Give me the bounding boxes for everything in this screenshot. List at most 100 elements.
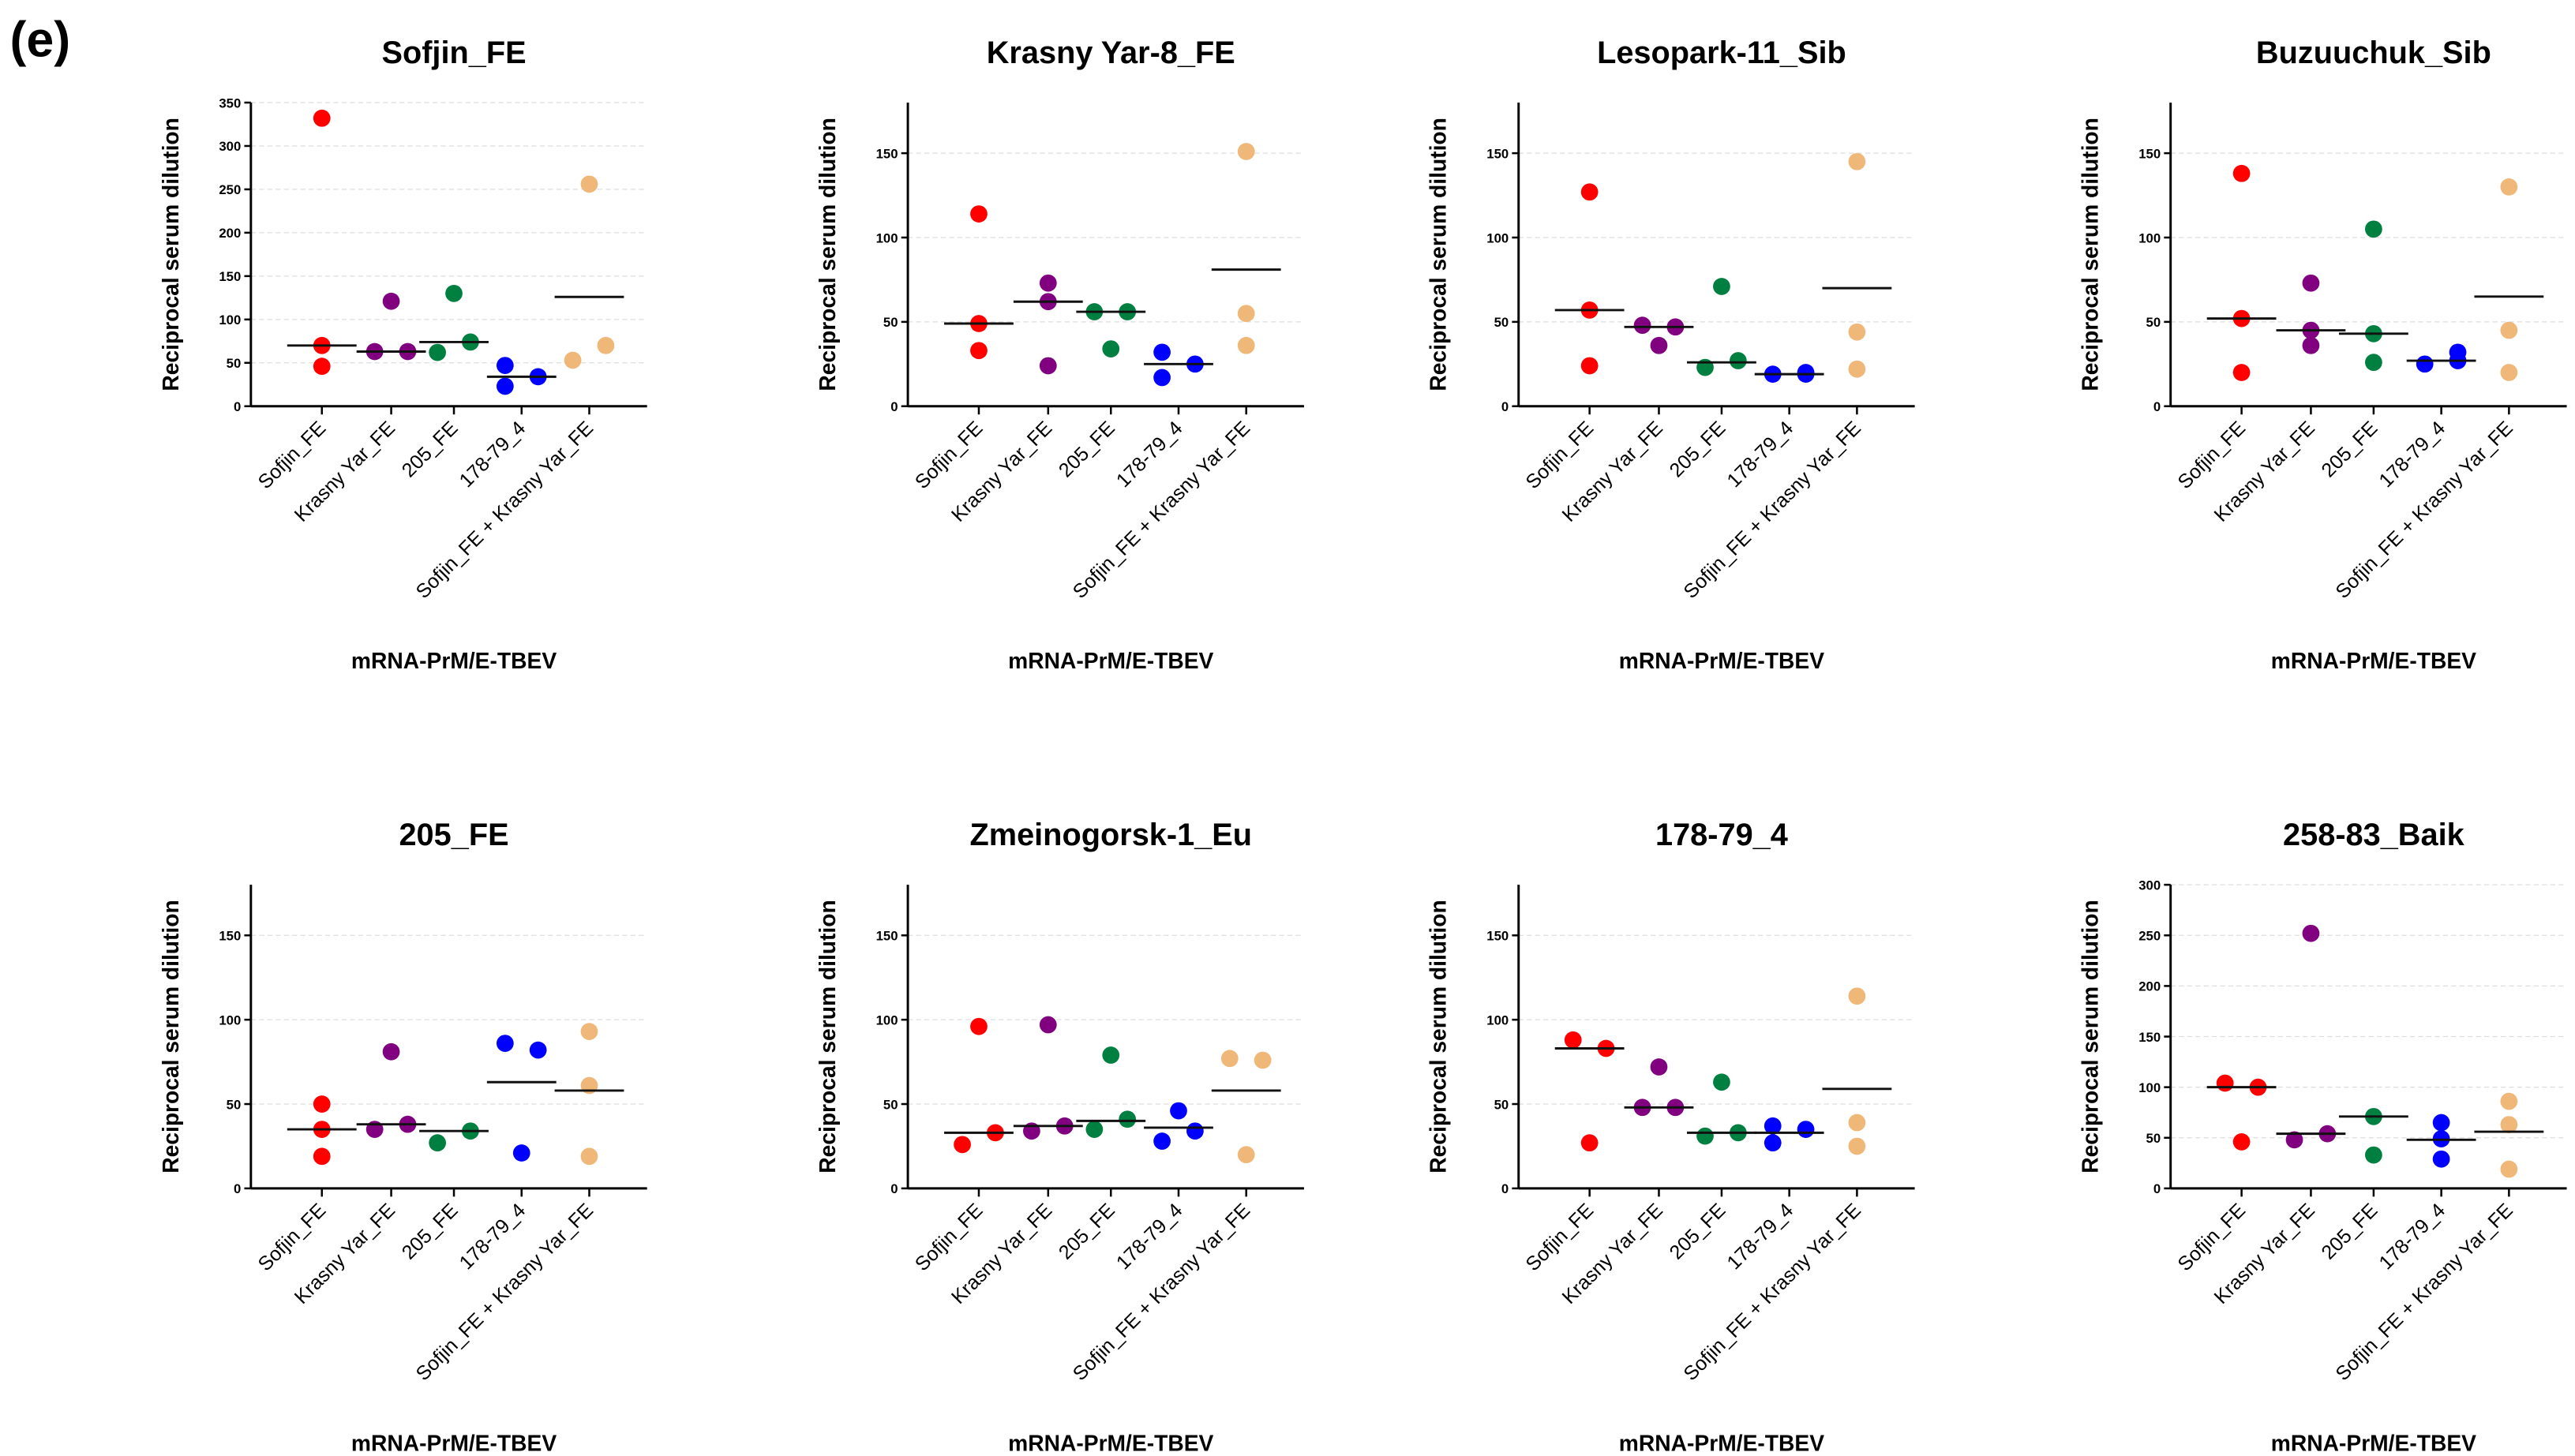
data-point <box>1580 357 1599 375</box>
data-point <box>445 284 463 302</box>
chart-title: Zmeinogorsk-1_Eu <box>969 818 1252 852</box>
y-tick-label: 250 <box>219 182 241 197</box>
data-point <box>1039 1016 1057 1034</box>
y-tick-label: 150 <box>2138 1030 2161 1045</box>
chart-title: Buzuuchuk_Sib <box>2256 36 2491 70</box>
y-tick-label: 0 <box>1501 1181 1509 1196</box>
panel-label: (e) <box>10 12 71 67</box>
y-tick-label: 50 <box>883 315 898 330</box>
x-tick-label: 205_FE <box>1055 417 1119 481</box>
data-point <box>580 1147 598 1166</box>
data-point <box>580 175 598 193</box>
data-point <box>1254 1051 1272 1069</box>
y-axis-label: Reciprocal serum dilution <box>815 900 840 1173</box>
data-point <box>2232 1133 2251 1151</box>
data-point <box>313 109 331 127</box>
data-point <box>1650 336 1668 354</box>
data-point <box>564 351 582 369</box>
data-point <box>1848 152 1866 170</box>
x-axis-label: mRNA-PrM/E-TBEV <box>1008 648 1213 673</box>
x-tick-label: 205_FE <box>1666 417 1730 481</box>
data-point <box>1848 1137 1866 1155</box>
data-point <box>1848 360 1866 378</box>
chart-panel: 178-79_4 Reciprocal serum dilution mRNA-Pr… <box>1426 818 1915 1455</box>
y-axis-label: Reciprocal serum dilution <box>158 118 183 391</box>
y-tick-label: 150 <box>2138 146 2161 161</box>
x-axis-label: mRNA-PrM/E-TBEV <box>1619 648 1824 673</box>
data-point <box>2285 1131 2303 1149</box>
data-point <box>2500 364 2518 381</box>
data-point <box>1848 1114 1866 1132</box>
data-point <box>1696 1127 1714 1145</box>
x-axis-label: mRNA-PrM/E-TBEV <box>1008 1430 1213 1455</box>
y-tick-label: 50 <box>883 1097 898 1112</box>
chart-title: Sofjin_FE <box>381 36 526 70</box>
data-point <box>429 343 446 361</box>
y-tick-label: 0 <box>234 399 241 414</box>
data-point <box>1186 1122 1204 1140</box>
x-axis-label: mRNA-PrM/E-TBEV <box>2271 648 2476 673</box>
data-point <box>2500 178 2518 196</box>
data-point <box>597 336 615 354</box>
data-point <box>313 357 331 376</box>
data-point <box>1797 1121 1815 1138</box>
data-point <box>2500 1092 2518 1110</box>
data-point <box>970 342 988 360</box>
y-tick-label: 100 <box>876 1012 898 1027</box>
data-point <box>2500 1116 2518 1133</box>
data-point <box>1220 1050 1239 1068</box>
chart-title: 205_FE <box>399 818 508 852</box>
data-point <box>313 1147 331 1166</box>
y-axis-label: Reciprocal serum dilution <box>2078 118 2103 391</box>
x-axis-label: mRNA-PrM/E-TBEV <box>2271 1430 2476 1455</box>
y-tick-label: 50 <box>1494 315 1509 330</box>
y-tick-label: 100 <box>2138 1080 2161 1095</box>
y-axis-label: Reciprocal serum dilution <box>1426 900 1451 1173</box>
data-point <box>2302 274 2320 292</box>
y-tick-label: 150 <box>219 929 241 944</box>
chart-title: Krasny Yar-8_FE <box>987 36 1235 70</box>
x-tick-label: 205_FE <box>398 417 463 481</box>
data-point <box>2500 1160 2518 1178</box>
x-tick-label: 205_FE <box>2317 1200 2382 1264</box>
data-point <box>970 205 988 223</box>
data-point <box>2365 1146 2382 1164</box>
data-point <box>382 1042 400 1061</box>
data-point <box>2232 164 2251 182</box>
data-point <box>1119 1110 1137 1128</box>
data-point <box>580 1023 598 1040</box>
y-tick-label: 50 <box>2146 315 2161 330</box>
chart-title: 178-79_4 <box>1655 818 1788 852</box>
y-tick-label: 50 <box>1494 1097 1509 1112</box>
y-tick-label: 150 <box>876 146 898 161</box>
y-tick-label: 100 <box>1486 230 1509 245</box>
data-point <box>1039 357 1057 375</box>
y-tick-label: 300 <box>2138 878 2161 893</box>
data-point <box>1580 183 1599 201</box>
data-point <box>970 1017 988 1035</box>
x-tick-label: 205_FE <box>398 1200 463 1264</box>
data-point <box>512 1144 530 1162</box>
y-axis-label: Reciprocal serum dilution <box>2078 900 2103 1173</box>
x-tick-label: 205_FE <box>1055 1200 1119 1264</box>
y-tick-label: 250 <box>2138 929 2161 944</box>
y-tick-label: 0 <box>2153 399 2161 414</box>
data-point <box>1729 352 1747 369</box>
y-tick-label: 0 <box>2153 1181 2161 1196</box>
y-axis-label: Reciprocal serum dilution <box>1426 118 1451 391</box>
chart-panel: Lesopark-11_Sib Reciprocal serum dilution… <box>1426 36 1915 673</box>
x-tick-label: 205_FE <box>1666 1200 1730 1264</box>
x-tick-label: 205_FE <box>2317 417 2382 481</box>
y-tick-label: 0 <box>1501 399 1509 414</box>
data-point <box>1085 1121 1104 1138</box>
chart-panel: Krasny Yar-8_FE Reciprocal serum dilution… <box>815 36 1304 673</box>
data-point <box>1237 143 1255 160</box>
data-point <box>1039 274 1057 292</box>
data-point <box>1102 1046 1120 1064</box>
chart-title: Lesopark-11_Sib <box>1597 36 1846 70</box>
data-point <box>1764 1134 1782 1152</box>
data-point <box>2232 364 2251 381</box>
x-axis-label: mRNA-PrM/E-TBEV <box>351 648 557 673</box>
y-tick-label: 50 <box>227 1097 242 1112</box>
